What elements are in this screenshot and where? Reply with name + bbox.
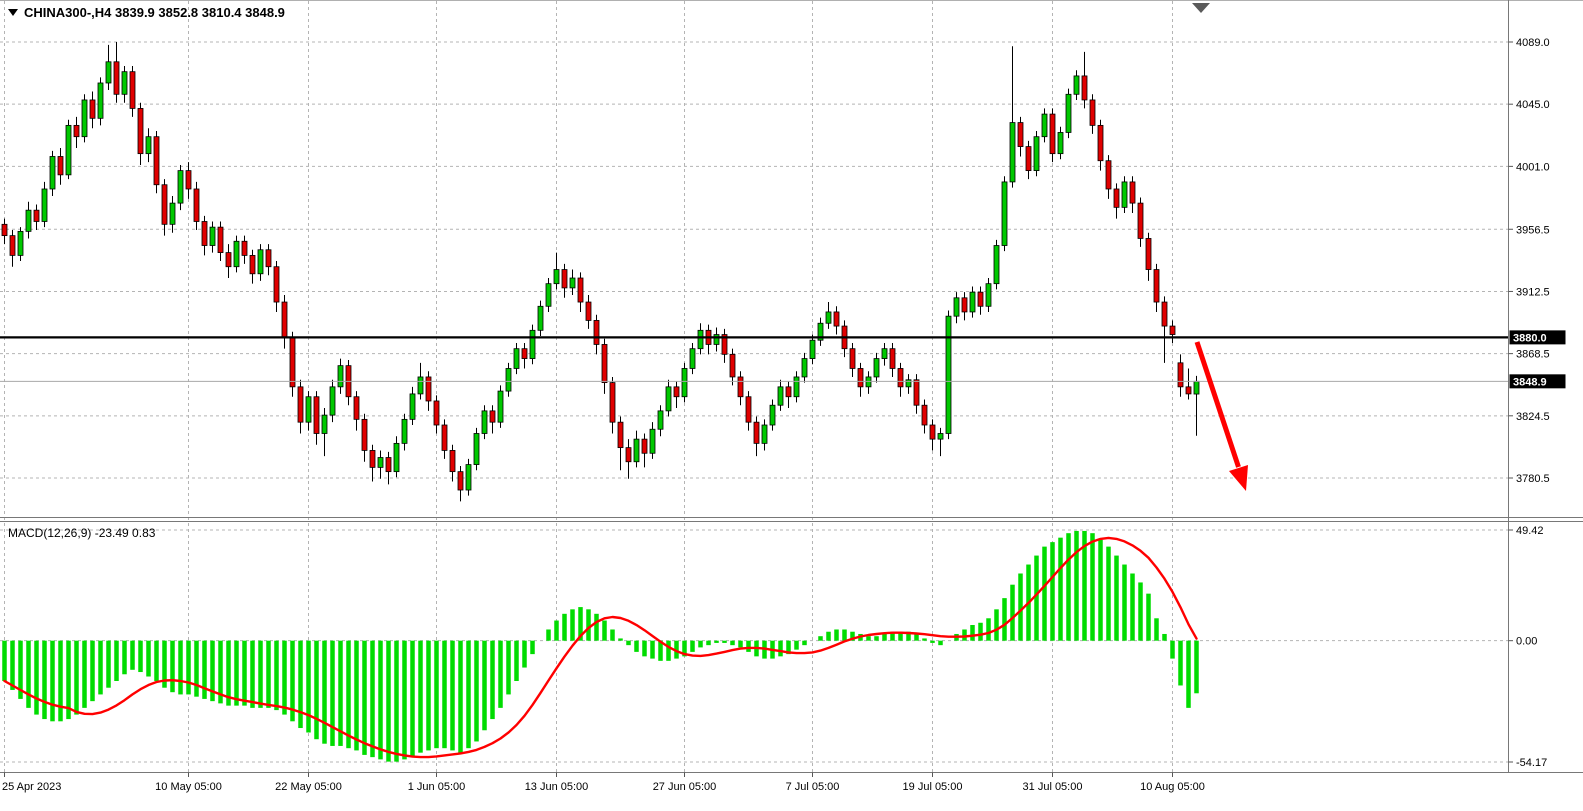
svg-text:3880.0: 3880.0 (1513, 332, 1547, 344)
svg-text:3956.5: 3956.5 (1516, 224, 1550, 236)
svg-text:1 Jun 05:00: 1 Jun 05:00 (408, 781, 466, 793)
macd-indicator-label: MACD(12,26,9) -23.49 0.83 (8, 526, 156, 540)
svg-text:-54.17: -54.17 (1516, 757, 1547, 769)
macd-signal-line (3, 536, 1198, 759)
symbol-info-bar: CHINA300-,H4 3839.9 3852.8 3810.4 3848.9 (8, 5, 285, 20)
svg-text:49.42: 49.42 (1516, 525, 1544, 537)
price-axis[interactable]: 4089.0 4045.0 4001.0 3956.5 3912.5 3868.5 3824… (1508, 37, 1550, 485)
svg-text:3868.5: 3868.5 (1516, 349, 1550, 361)
price-tags: 3880.0 3848.9 (1509, 330, 1566, 389)
svg-text:25 Apr 2023: 25 Apr 2023 (2, 781, 61, 793)
svg-text:10 Aug 05:00: 10 Aug 05:00 (1140, 781, 1205, 793)
pane-borders (0, 0, 1583, 773)
svg-text:19 Jul 05:00: 19 Jul 05:00 (903, 781, 963, 793)
time-axis[interactable]: 25 Apr 2023 10 May 05:00 22 May 05:00 1 Jun… (2, 772, 1205, 794)
svg-text:4045.0: 4045.0 (1516, 99, 1550, 111)
macd-histogram-series (2, 530, 1199, 762)
symbol-ohlc-readout: CHINA300-,H4 3839.9 3852.8 3810.4 3848.9 (24, 5, 285, 20)
svg-text:3780.5: 3780.5 (1516, 473, 1550, 485)
svg-text:4089.0: 4089.0 (1516, 37, 1550, 49)
svg-text:31 Jul 05:00: 31 Jul 05:00 (1023, 781, 1083, 793)
candlestick-series (1, 42, 1200, 502)
svg-text:3912.5: 3912.5 (1516, 286, 1550, 298)
svg-text:3824.5: 3824.5 (1516, 411, 1550, 423)
svg-text:4001.0: 4001.0 (1516, 161, 1550, 173)
macd-axis[interactable]: 49.42 0.00 -54.17 (1508, 525, 1548, 769)
svg-text:10 May 05:00: 10 May 05:00 (155, 781, 222, 793)
svg-text:27 Jun 05:00: 27 Jun 05:00 (653, 781, 717, 793)
svg-text:3848.9: 3848.9 (1513, 376, 1547, 388)
sell-arrow-annotation (1194, 341, 1248, 491)
svg-text:13 Jun 05:00: 13 Jun 05:00 (525, 781, 589, 793)
symbol-dropdown-icon[interactable] (8, 9, 18, 16)
chart-shift-marker[interactable] (1192, 3, 1210, 13)
svg-text:22 May 05:00: 22 May 05:00 (275, 781, 342, 793)
svg-text:7 Jul 05:00: 7 Jul 05:00 (786, 781, 840, 793)
svg-text:0.00: 0.00 (1516, 636, 1537, 648)
